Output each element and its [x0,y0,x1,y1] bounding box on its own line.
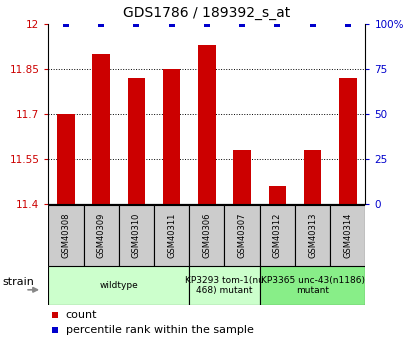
Bar [48,205,84,266]
Text: GSM40311: GSM40311 [167,213,176,258]
Bar [224,205,260,266]
Bar [163,69,181,204]
Bar [260,266,365,305]
Text: GSM40313: GSM40313 [308,213,317,258]
Bar [189,205,224,266]
Bar [260,205,295,266]
Text: GSM40306: GSM40306 [202,213,211,258]
Bar [119,205,154,266]
Text: GSM40308: GSM40308 [61,213,71,258]
Bar [128,78,145,204]
Text: strain: strain [2,277,34,287]
Text: wildtype: wildtype [100,281,138,290]
Bar [92,54,110,204]
Text: GSM40314: GSM40314 [343,213,352,258]
Bar [189,266,260,305]
Bar [295,205,330,266]
Text: GSM40309: GSM40309 [97,213,106,258]
Bar [233,150,251,204]
Text: GSM40307: GSM40307 [238,213,247,258]
Text: GSM40312: GSM40312 [273,213,282,258]
Text: KP3365 unc-43(n1186)
mutant: KP3365 unc-43(n1186) mutant [260,276,365,295]
Bar [154,205,189,266]
Bar [304,150,321,204]
Title: GDS1786 / 189392_s_at: GDS1786 / 189392_s_at [123,6,291,20]
Text: percentile rank within the sample: percentile rank within the sample [66,325,254,335]
Bar [198,45,215,204]
Bar [84,205,119,266]
Bar [57,114,75,204]
Bar [268,186,286,204]
Text: GSM40310: GSM40310 [132,213,141,258]
Text: count: count [66,310,97,320]
Bar [330,205,365,266]
Bar [48,266,189,305]
Text: KP3293 tom-1(nu
468) mutant: KP3293 tom-1(nu 468) mutant [185,276,264,295]
Bar [339,78,357,204]
